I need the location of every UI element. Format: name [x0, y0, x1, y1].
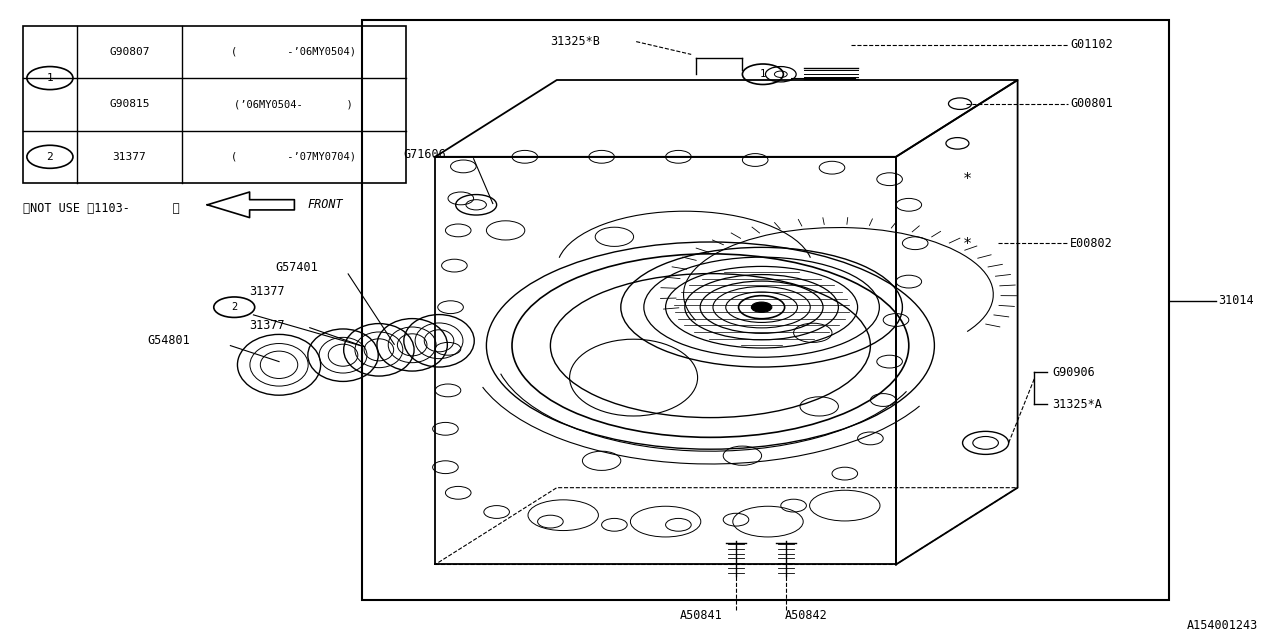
Text: 2: 2 — [46, 152, 54, 162]
Circle shape — [751, 302, 772, 312]
Text: *: * — [963, 172, 973, 187]
Text: G01102: G01102 — [1070, 38, 1112, 51]
Text: G90815: G90815 — [109, 99, 150, 109]
Text: (’06MY0504-       ): (’06MY0504- ) — [234, 99, 353, 109]
Text: 31325*B: 31325*B — [550, 35, 600, 48]
Bar — [23, 26, 406, 183]
Text: (        -’06MY0504): ( -’06MY0504) — [232, 47, 356, 57]
Text: G90906: G90906 — [1052, 366, 1094, 379]
Text: G71606: G71606 — [403, 148, 445, 161]
Text: FRONT: FRONT — [307, 198, 343, 211]
Text: ※NOT USE （1103-      ）: ※NOT USE （1103- ） — [23, 202, 179, 215]
Text: A50842: A50842 — [785, 609, 828, 622]
Text: 31377: 31377 — [250, 285, 285, 298]
Text: 31377: 31377 — [113, 152, 146, 162]
Text: G57401: G57401 — [275, 261, 317, 274]
Text: G00801: G00801 — [1070, 97, 1112, 110]
Text: 1: 1 — [46, 73, 54, 83]
Text: 31325*A: 31325*A — [1052, 398, 1102, 411]
Text: G54801: G54801 — [147, 334, 189, 347]
Text: A154001243: A154001243 — [1187, 620, 1258, 632]
Text: 31014: 31014 — [1219, 294, 1254, 307]
Text: *: * — [963, 237, 973, 252]
Text: 1: 1 — [760, 69, 765, 79]
Text: (        -’07MY0704): ( -’07MY0704) — [232, 152, 356, 162]
Text: 2: 2 — [232, 302, 237, 312]
Bar — [362, 20, 1169, 600]
Text: G90807: G90807 — [109, 47, 150, 57]
Text: 31377: 31377 — [250, 319, 285, 332]
Text: E00802: E00802 — [1070, 237, 1112, 250]
Text: A50841: A50841 — [680, 609, 723, 622]
